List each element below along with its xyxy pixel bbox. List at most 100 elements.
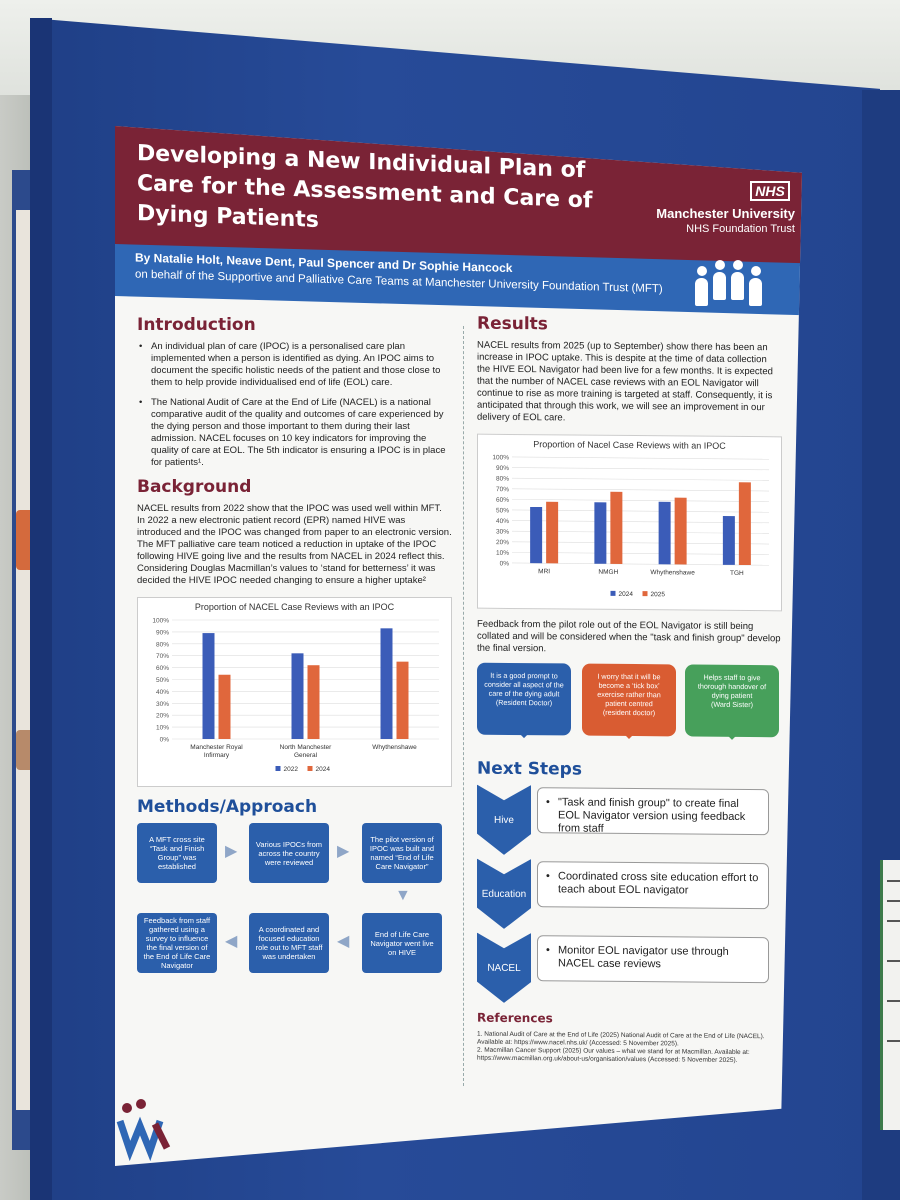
y-tick-label: 80%	[156, 641, 169, 648]
legend-label: 2024	[619, 591, 634, 598]
y-tick-label: 20%	[496, 539, 509, 546]
background-text: NACEL results from 2022 show that the IP…	[137, 503, 452, 586]
legend-swatch	[307, 766, 313, 771]
right-poster-edge	[880, 860, 900, 1130]
reference-item: 2. Macmillan Cancer Support (2025) Our v…	[477, 1046, 750, 1064]
legend-label: 2024	[316, 766, 331, 773]
next-steps-heading: Next Steps	[477, 758, 582, 780]
y-tick-label: 0%	[500, 560, 510, 567]
bar	[658, 501, 671, 565]
bar	[722, 516, 735, 565]
y-tick-label: 100%	[492, 454, 509, 461]
y-tick-label: 90%	[156, 629, 169, 636]
column-divider	[463, 326, 464, 1086]
gridline	[512, 467, 769, 471]
legend-label: 2022	[284, 766, 299, 773]
legend-swatch	[275, 766, 281, 771]
quote-bubble: Helps staff to give thorough handover of…	[685, 664, 779, 738]
x-tick-label: Whythenshawe	[650, 569, 695, 576]
org-name: Manchester University	[656, 206, 795, 221]
step-chevron: NACEL	[477, 933, 531, 1003]
chart-svg: 0% 10% 20% 30% 40% 50% 60% 70% 80% 90% 100% Manches…	[152, 618, 439, 773]
method-step: A coordinated and focused education role…	[249, 913, 329, 973]
bar	[218, 674, 231, 739]
y-tick-label: 30%	[156, 701, 169, 708]
y-tick-label: 40%	[156, 689, 169, 696]
step-text: Monitor EOL navigator use through NACEL …	[537, 935, 769, 984]
y-tick-label: 10%	[496, 550, 509, 557]
arrow-right-icon: ▶	[337, 843, 350, 860]
chart-svg: 0% 10% 20% 30% 40% 50% 60% 70% 80% 90% 100% MRI NMGH…	[492, 454, 769, 598]
y-tick-label: 90%	[496, 465, 509, 472]
intro-bullet: An individual plan of care (IPOC) is a p…	[137, 341, 452, 389]
results-text: NACEL results from 2025 (up to September…	[477, 339, 773, 424]
bar	[291, 653, 304, 739]
behalf-line: on behalf of the Supportive and Palliati…	[135, 268, 663, 296]
bar	[738, 482, 751, 566]
quote-author: (resident doctor)	[602, 707, 656, 718]
next-step: Hive "Task and finish group" to create f…	[477, 785, 777, 848]
references-heading: References	[477, 1010, 553, 1026]
x-tick-label: TGH	[730, 570, 744, 577]
arrow-left-icon: ◀	[337, 933, 350, 950]
intro-list: An individual plan of care (IPOC) is a p…	[137, 341, 452, 469]
quotes-row: It is a good prompt to consider all aspe…	[477, 662, 782, 758]
quote-text: Helps staff to give thorough handover of…	[697, 672, 767, 701]
next-step: NACEL Monitor EOL navigator use through …	[477, 933, 777, 996]
bar	[610, 491, 623, 564]
quote-author: (Resident Doctor)	[495, 697, 553, 708]
step-chevron: Education	[477, 859, 531, 929]
y-tick-label: 80%	[496, 476, 509, 483]
bar	[202, 633, 215, 739]
gridline	[512, 488, 769, 492]
legend-swatch	[642, 591, 648, 597]
arrow-right-icon: ▶	[225, 843, 238, 860]
gridline	[512, 456, 769, 460]
step-text: Coordinated cross site education effort …	[537, 861, 769, 910]
poster: Developing a New Individual Plan of Care…	[115, 126, 802, 1166]
legend-label: 2025	[651, 591, 666, 598]
intro-bullet: The National Audit of Care at the End of…	[137, 397, 452, 469]
y-tick-label: 60%	[156, 665, 169, 672]
gridline	[512, 477, 769, 481]
quote-author: (Ward Sister)	[710, 699, 754, 710]
y-tick-label: 10%	[156, 725, 169, 732]
nhs-logo: NHS	[750, 181, 790, 201]
left-poster-strip	[16, 210, 34, 1110]
feedback-text: Feedback from the pilot role out of the …	[477, 618, 781, 655]
background-heading: Background	[137, 477, 252, 497]
people-logo-icon	[693, 258, 773, 318]
display-board-edge	[30, 18, 52, 1200]
x-tick-label: North Manchester	[280, 744, 332, 751]
next-step: Education Coordinated cross site educati…	[477, 859, 777, 922]
next-steps-list: Hive "Task and finish group" to create f…	[477, 785, 782, 1008]
y-tick-label: 50%	[496, 507, 509, 514]
x-tick-label: Manchester Royal	[190, 744, 243, 751]
bar	[546, 501, 559, 564]
chart-title: Proportion of Nacel Case Reviews with an…	[533, 439, 726, 451]
org-block: Manchester University NHS Foundation Tru…	[645, 206, 795, 236]
quote-bubble: It is a good prompt to consider all aspe…	[477, 662, 571, 736]
left-poster-graphic	[16, 730, 34, 770]
method-step: The pilot version of IPOC was built and …	[362, 823, 442, 883]
step-chevron: Hive	[477, 785, 531, 855]
step-text: "Task and finish group" to create final …	[537, 787, 769, 836]
y-tick-label: 60%	[496, 497, 509, 504]
y-tick-label: 70%	[156, 653, 169, 660]
method-step: Various IPOCs from across the country we…	[249, 823, 329, 883]
bar	[674, 497, 687, 565]
y-tick-label: 50%	[156, 677, 169, 684]
right-column: Results NACEL results from 2025 (up to S…	[477, 310, 782, 1066]
arrow-down-icon: ▼	[395, 887, 411, 904]
x-tick-label: Whythenshawe	[372, 744, 417, 751]
org-sub: NHS Foundation Trust	[686, 223, 795, 235]
bar	[396, 661, 409, 739]
chart-title: Proportion of NACEL Case Reviews with an…	[194, 602, 395, 612]
left-column: Introduction An individual plan of care …	[137, 311, 452, 993]
y-tick-label: 70%	[496, 486, 509, 493]
y-tick-label: 40%	[496, 518, 509, 525]
x-tick-label: MRI	[538, 568, 550, 575]
results-heading: Results	[477, 313, 548, 335]
poster-title: Developing a New Individual Plan of Care…	[137, 140, 593, 233]
intro-heading: Introduction	[137, 315, 256, 335]
